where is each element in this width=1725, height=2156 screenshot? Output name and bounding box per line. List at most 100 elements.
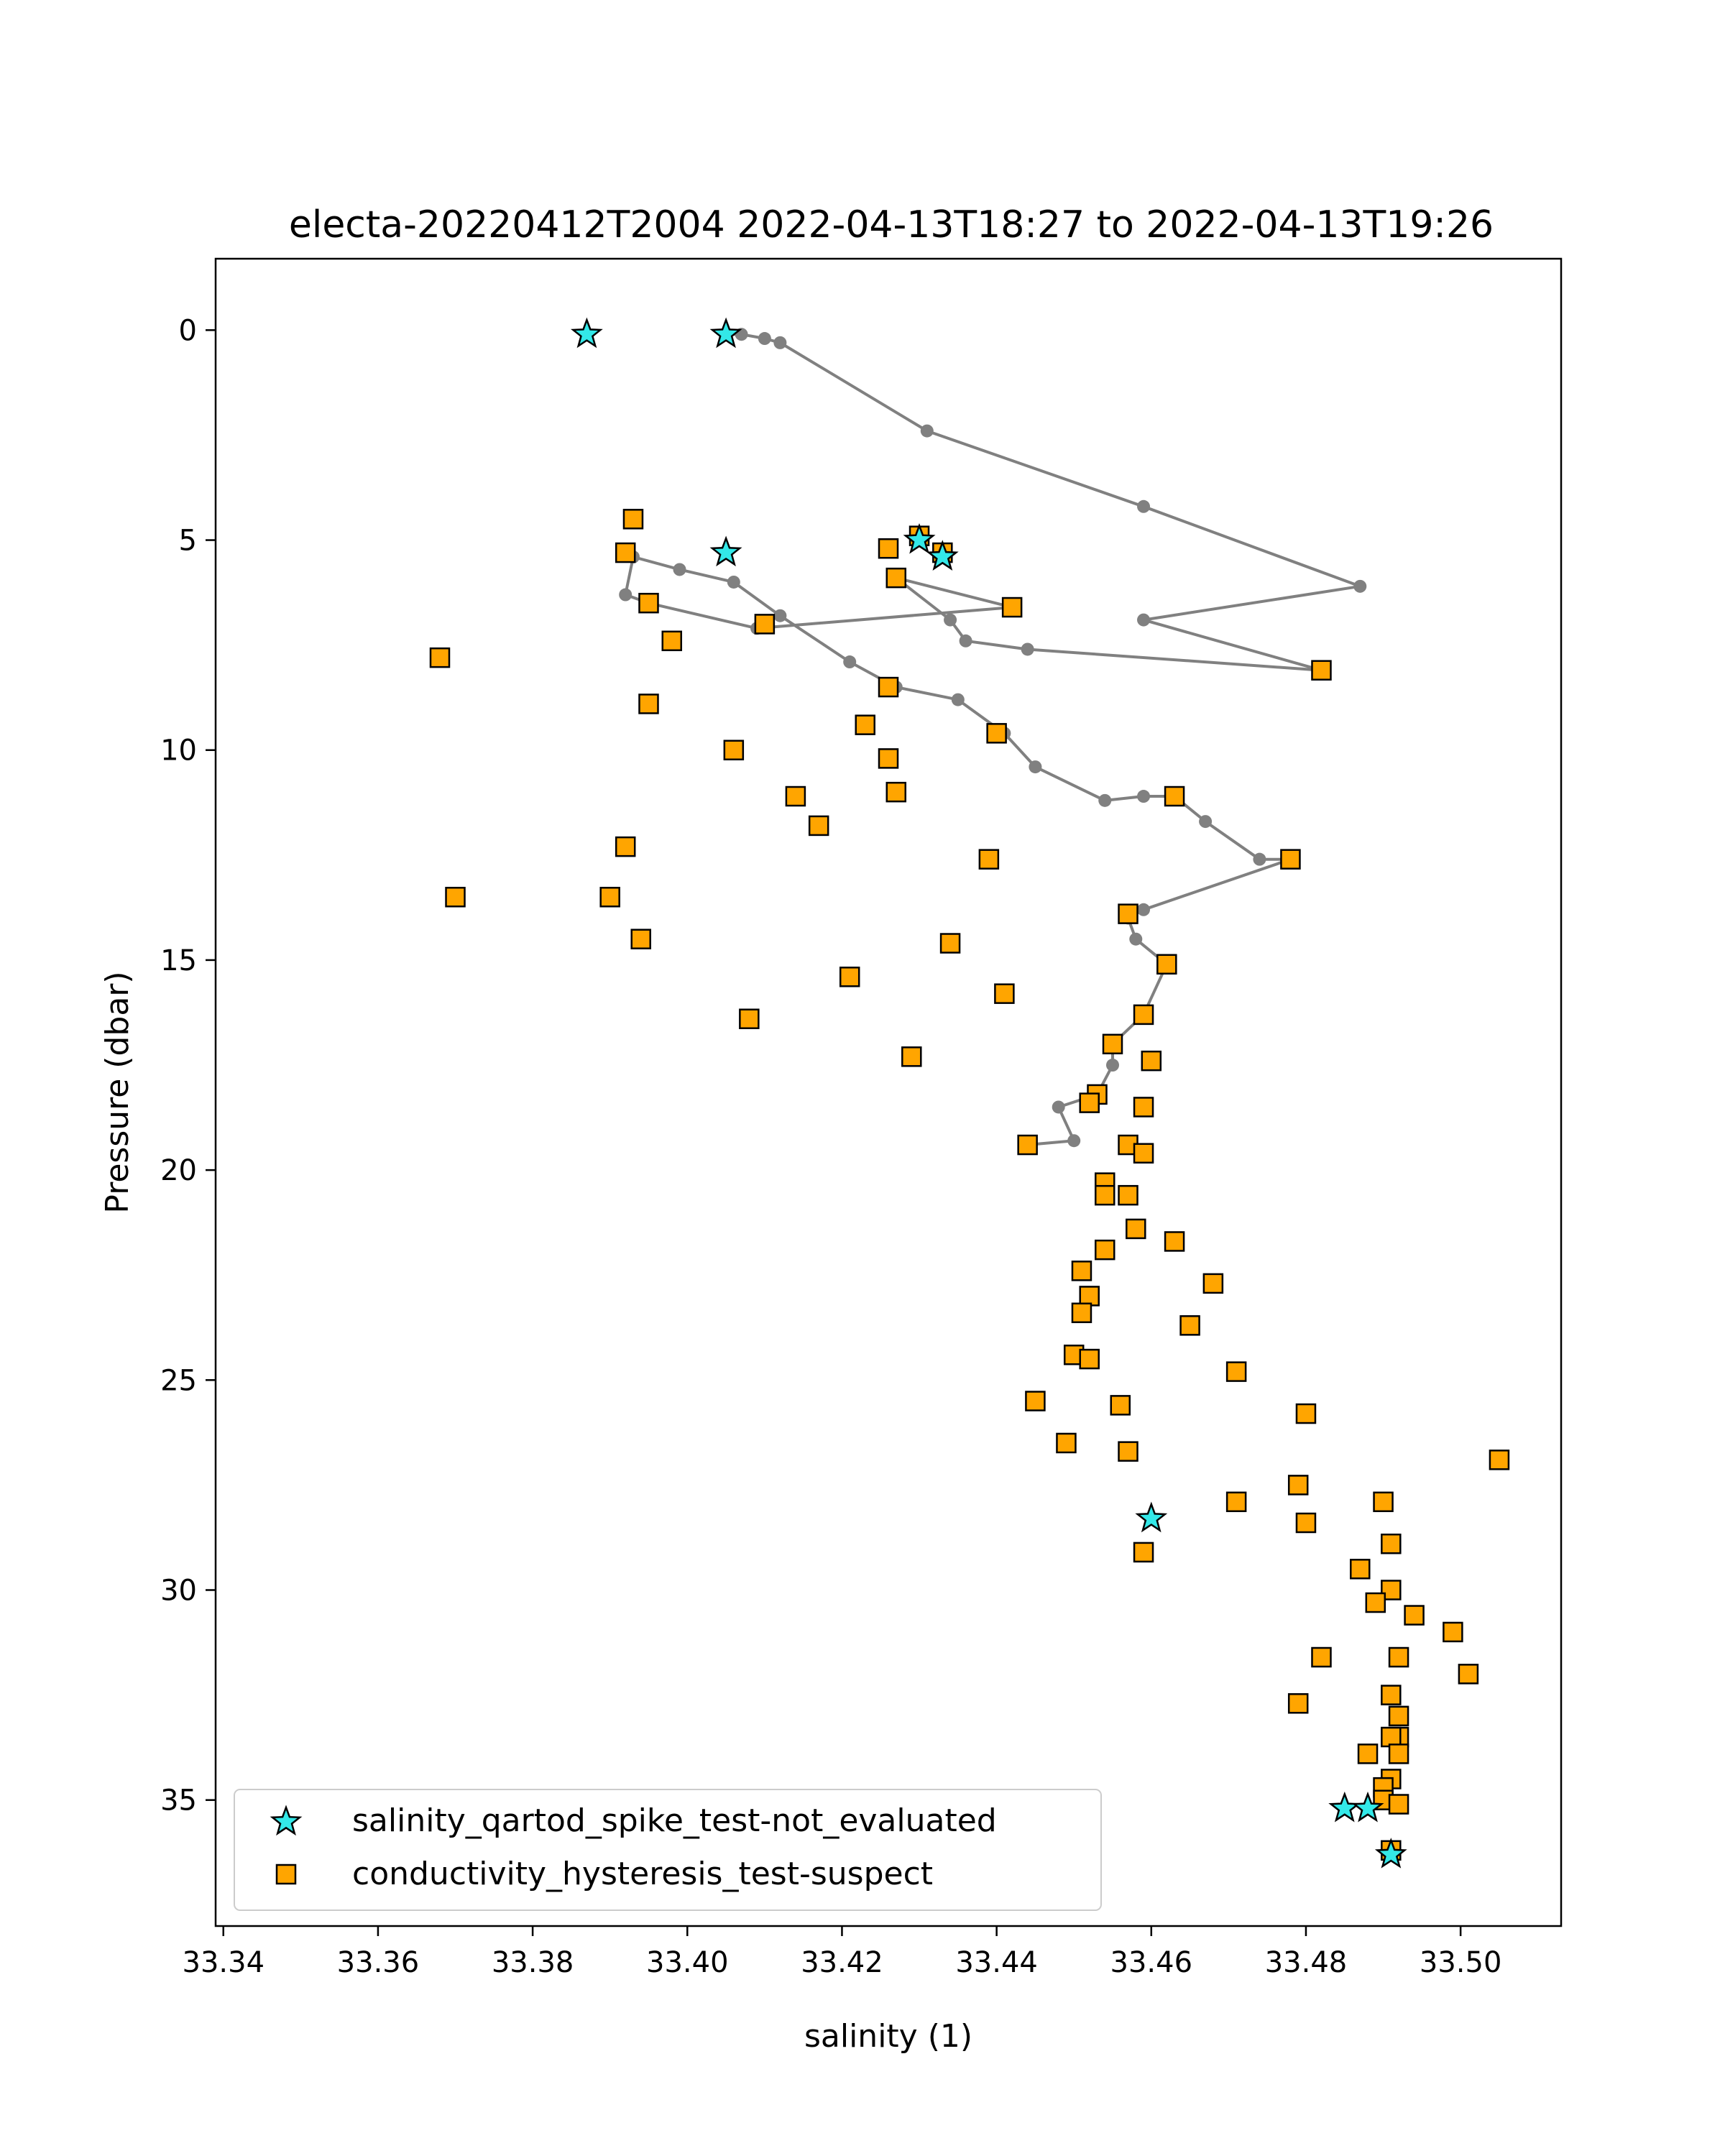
hysteresis-suspect-marker [1381, 1726, 1402, 1748]
hysteresis-suspect-marker [1404, 1605, 1425, 1626]
spike-not-evaluated-marker [1374, 1838, 1407, 1869]
profile-point [1137, 499, 1151, 513]
profile-point [944, 613, 957, 627]
y-tick-label: 20 [160, 1154, 197, 1187]
legend: salinity_qartod_spike_test-not_evaluated… [234, 1789, 1102, 1911]
x-axis-label: salinity (1) [804, 2018, 972, 2055]
profile-point [920, 424, 934, 438]
hysteresis-suspect-marker [1295, 1403, 1317, 1424]
hysteresis-suspect-marker [839, 967, 860, 987]
spike-not-evaluated-marker [1135, 1501, 1168, 1533]
hysteresis-suspect-marker [1311, 660, 1332, 681]
hysteresis-suspect-marker [978, 849, 1000, 870]
hysteresis-suspect-marker [1017, 1134, 1038, 1156]
hysteresis-suspect-marker [754, 614, 776, 635]
hysteresis-suspect-marker [1110, 1395, 1131, 1416]
hysteresis-suspect-marker [1094, 1239, 1116, 1261]
profile-point [773, 609, 787, 622]
profile-point [773, 336, 787, 349]
hysteresis-suspect-marker [1388, 1705, 1409, 1727]
chart-title: electa-20220412T2004 2022-04-13T18:27 to… [289, 203, 1494, 247]
hysteresis-suspect-marker [1094, 1184, 1116, 1206]
hysteresis-suspect-marker [1071, 1302, 1092, 1324]
hysteresis-suspect-marker [1443, 1621, 1463, 1643]
hysteresis-suspect-marker [1280, 849, 1301, 870]
hysteresis-suspect-marker [630, 929, 651, 949]
hysteresis-suspect-marker [986, 723, 1007, 744]
y-axis-ticks: 0 5 10 15 20 25 30 35 [160, 314, 216, 1818]
hysteresis-suspect-marker [1458, 1664, 1479, 1685]
hysteresis-suspect-marker [1225, 1361, 1247, 1382]
legend-star-glyph [270, 1805, 303, 1836]
legend-square-marker [275, 1864, 297, 1885]
x-tick-label: 33.48 [1265, 1946, 1348, 1979]
hysteresis-suspect-marker [785, 786, 806, 807]
x-tick-label: 33.44 [955, 1946, 1038, 1979]
hysteresis-suspect-marker [1118, 1184, 1138, 1206]
hysteresis-suspect-marker [994, 983, 1015, 1004]
hysteresis-suspect-marker [1164, 786, 1185, 807]
profile-point [1199, 815, 1213, 829]
hysteresis-suspect-marker [1118, 903, 1138, 924]
hysteresis-suspect-marker [615, 836, 636, 857]
spike-not-evaluated-marker [571, 317, 603, 349]
hysteresis-suspect-marker [886, 781, 907, 803]
profile-point [673, 563, 686, 576]
hysteresis-suspect-marker [1287, 1693, 1309, 1714]
profile-point [1052, 1100, 1065, 1114]
salinity-spike-not-evaluated-markers [571, 317, 1407, 1869]
hysteresis-suspect-marker [1126, 1218, 1146, 1240]
profile-point [1129, 932, 1143, 946]
profile-point [951, 693, 965, 706]
legend-square-glyph [275, 1864, 297, 1885]
profile-point [727, 575, 740, 589]
conductivity-hysteresis-suspect-markers [429, 509, 1510, 1861]
profile-point [1106, 1059, 1119, 1072]
x-tick-label: 33.42 [801, 1946, 883, 1979]
profile-point [1353, 579, 1367, 593]
y-tick-label: 15 [160, 944, 197, 977]
legend-star-marker [270, 1805, 303, 1836]
hysteresis-suspect-marker [1381, 1533, 1402, 1554]
hysteresis-suspect-marker [1381, 1685, 1402, 1705]
hysteresis-suspect-marker [1311, 1646, 1332, 1668]
hysteresis-suspect-marker [1357, 1743, 1379, 1764]
hysteresis-suspect-marker [1373, 1491, 1394, 1513]
hysteresis-suspect-marker [599, 887, 620, 908]
y-axis-label: Pressure (dbar) [99, 971, 136, 1213]
hysteresis-suspect-marker [1079, 1092, 1100, 1113]
hysteresis-suspect-marker [808, 815, 829, 837]
spike-not-evaluated-marker [903, 522, 936, 554]
hysteresis-suspect-marker [1388, 1646, 1409, 1668]
hysteresis-suspect-marker [1079, 1348, 1100, 1370]
hysteresis-suspect-marker [855, 714, 875, 735]
hysteresis-suspect-marker [615, 542, 636, 563]
hysteresis-suspect-marker [1133, 1004, 1154, 1026]
hysteresis-suspect-marker [1388, 1794, 1409, 1815]
hysteresis-suspect-marker [1295, 1512, 1317, 1534]
y-tick-label: 25 [160, 1364, 197, 1397]
hysteresis-suspect-marker [429, 647, 451, 668]
y-tick-label: 5 [179, 525, 197, 558]
hysteresis-suspect-marker [901, 1046, 922, 1067]
y-tick-label: 10 [160, 734, 197, 768]
hysteresis-suspect-marker [723, 740, 745, 760]
hysteresis-suspect-marker [1388, 1743, 1409, 1764]
y-tick-label: 30 [160, 1574, 197, 1607]
hysteresis-suspect-marker [1133, 1097, 1154, 1118]
hysteresis-suspect-marker [1133, 1143, 1154, 1164]
x-tick-label: 33.38 [492, 1946, 574, 1979]
legend-box [234, 1789, 1102, 1911]
y-tick-label: 35 [160, 1784, 197, 1818]
hysteresis-suspect-marker [878, 748, 899, 769]
spike-not-evaluated-marker [1351, 1791, 1384, 1823]
hysteresis-suspect-marker [1350, 1559, 1371, 1580]
profile-point [1137, 790, 1151, 803]
profile-point [1137, 903, 1151, 916]
profile-point [1137, 613, 1151, 627]
hysteresis-suspect-marker [739, 1008, 760, 1029]
x-tick-label: 33.36 [337, 1946, 420, 1979]
hysteresis-suspect-marker [638, 694, 659, 714]
hysteresis-suspect-marker [1133, 1542, 1154, 1563]
